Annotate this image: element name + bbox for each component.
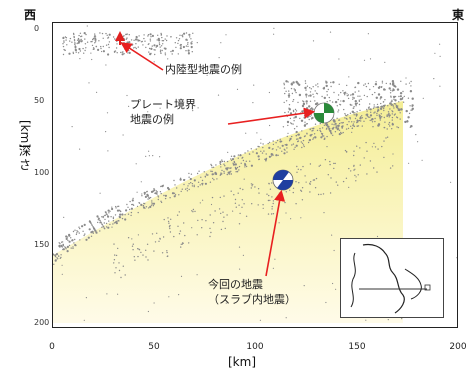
plate-boundary-label-line2: 地震の例 [130,113,174,126]
slab-region [53,101,403,323]
current-event-arrow [265,189,286,277]
location-map-inset [340,238,444,318]
current-event-label-line2: （スラブ内地震） [208,293,296,306]
y-tick-0: 0 [34,24,40,33]
x-tick-150: 150 [348,342,366,352]
inland-arrow [120,42,164,71]
inland-quake-label: 内陸型地震の例 [165,63,242,76]
current-event-label-line1: 今回の地震 [208,278,263,291]
y-axis-title: [km] 深さ [18,120,32,172]
x-axis-unit: [km] [227,355,257,369]
plate-arrow [227,107,316,125]
plate-boundary-label-line1: プレート境界 [130,98,196,111]
y-tick-150: 150 [34,240,50,249]
x-tick-200: 200 [449,342,467,352]
y-tick-200: 200 [34,318,50,327]
plot-canvas [53,25,457,323]
east-label: 東 [452,8,465,22]
x-tick-0: 0 [49,342,55,352]
west-label: 西 [24,8,37,22]
x-tick-50: 50 [148,342,160,352]
plate-boundary-label: プレート境界 地震の例 [130,97,196,127]
coastline-main [362,243,405,314]
coastline-east [404,268,422,300]
y-axis-label: 深さ [18,144,31,172]
inland-quake-marker [115,31,125,41]
y-tick-50: 50 [34,96,45,105]
seismicity-dots [53,25,457,321]
x-tick-100: 100 [246,342,264,352]
coastline-west [350,252,356,308]
plate-boundary-beachball [313,102,335,124]
y-tick-100: 100 [34,168,50,177]
current-event-beachball [272,169,294,191]
current-event-label: 今回の地震 （スラブ内地震） [208,277,296,307]
inset-map [350,243,431,314]
